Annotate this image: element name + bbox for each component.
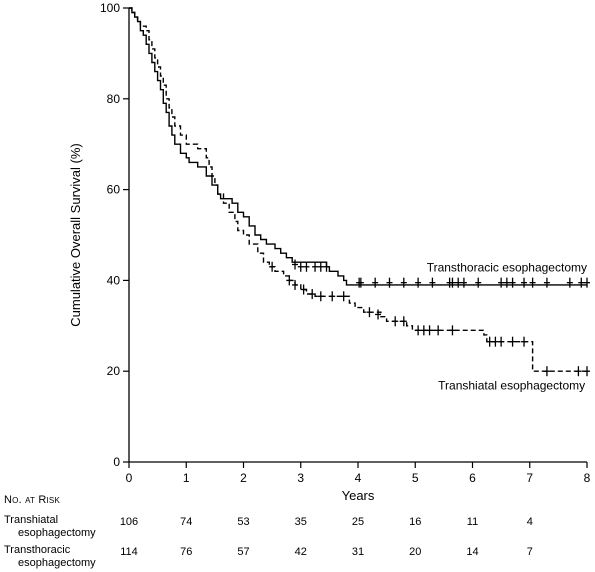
series-line-transthoracic <box>129 7 587 286</box>
x-tick-label: 0 <box>126 471 133 485</box>
x-tick-label: 2 <box>240 471 247 485</box>
series-line-transhiatal <box>129 7 587 372</box>
chart-ticks: 0 20 40 60 80 100 0 1 2 3 4 5 6 7 8 <box>100 1 591 485</box>
y-tick-label: 0 <box>113 455 120 469</box>
chart-axes <box>128 8 587 463</box>
y-tick-label: 80 <box>107 92 121 106</box>
x-tick-label: 7 <box>526 471 533 485</box>
y-tick-label: 40 <box>107 273 121 287</box>
y-tick-label: 100 <box>100 1 120 15</box>
y-tick-label: 20 <box>107 364 121 378</box>
x-axis-label: Years <box>342 488 375 503</box>
x-tick-label: 6 <box>469 471 476 485</box>
x-tick-label: 5 <box>412 471 419 485</box>
x-tick-label: 1 <box>183 471 190 485</box>
censor-marks <box>269 259 590 377</box>
chart-lines <box>129 7 587 372</box>
x-tick-label: 3 <box>297 471 304 485</box>
x-tick-label: 8 <box>584 471 591 485</box>
annotation-transhiatal: Transhiatal esophagectomy <box>438 378 585 392</box>
annotation-transthoracic: Transthoracic esophagectomy <box>427 260 587 274</box>
chart-labels: Cumulative Overall Survival (%) Years Tr… <box>68 143 587 503</box>
y-axis-label: Cumulative Overall Survival (%) <box>68 143 83 327</box>
x-tick-label: 4 <box>355 471 362 485</box>
y-tick-label: 60 <box>107 183 121 197</box>
